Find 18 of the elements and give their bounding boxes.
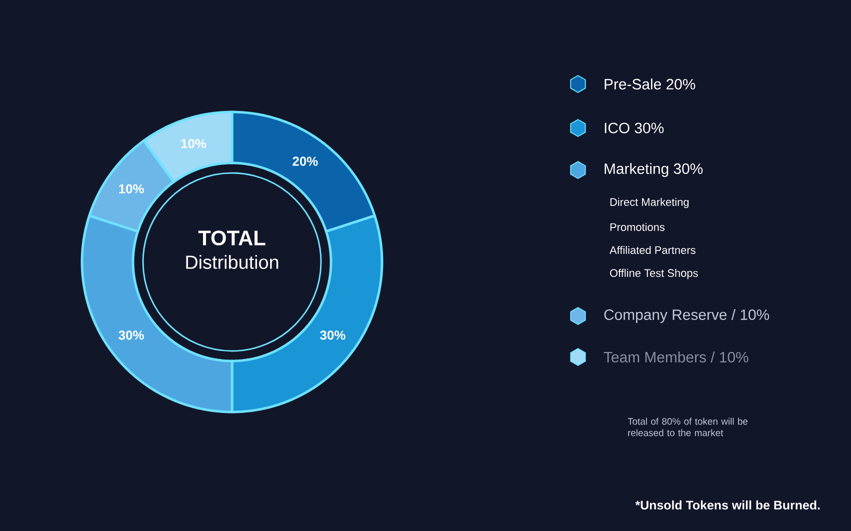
- legend-label: Marketing 30%: [604, 163, 703, 177]
- text: Promotions: [610, 222, 665, 232]
- data-label: 30%: [118, 330, 144, 340]
- data-label: 20%: [292, 156, 318, 166]
- text: Offline Test Shops: [610, 268, 698, 280]
- text: Affiliated Partners: [610, 246, 696, 254]
- text: TOTAL: [198, 230, 266, 246]
- legend-label: Pre-Sale 20%: [604, 78, 696, 90]
- legend-label: Team Members / 10%: [604, 352, 748, 362]
- text: Direct Marketing: [610, 198, 689, 208]
- text: *Unsold Tokens will be Burned.: [635, 500, 820, 510]
- text: Total of 80% of token will be released to the market: [628, 418, 748, 436]
- text: Distribution: [186, 255, 278, 269]
- legend-label: ICO 30%: [604, 122, 664, 134]
- legend-label: Company Reserve / 10%: [604, 309, 770, 323]
- data-label: 30%: [320, 330, 346, 340]
- data-label: 10%: [181, 138, 206, 148]
- data-label: 10%: [119, 184, 144, 194]
